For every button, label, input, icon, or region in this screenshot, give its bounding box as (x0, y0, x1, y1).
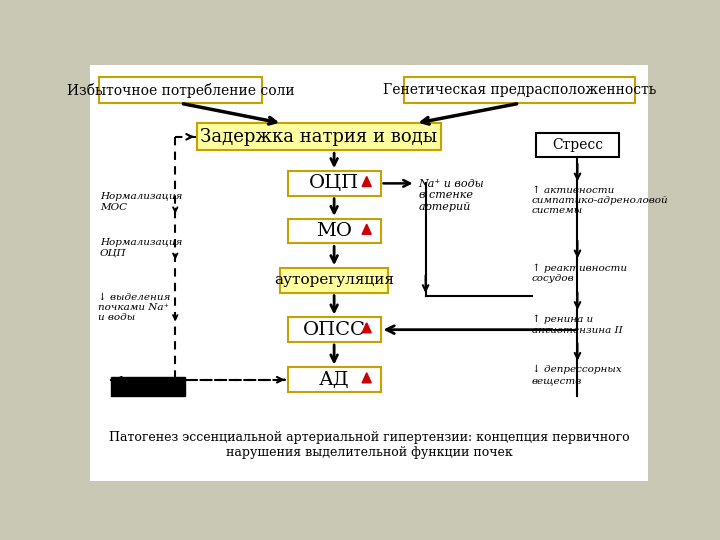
Text: Нормализация
ОЦП: Нормализация ОЦП (100, 238, 182, 258)
Bar (99, 77, 262, 103)
Bar (536, 132, 619, 157)
Text: Стресс: Стресс (552, 138, 603, 152)
Bar (287, 367, 381, 392)
Polygon shape (362, 323, 372, 333)
Bar (197, 123, 441, 150)
Text: Нормализация
МОС: Нормализация МОС (100, 192, 182, 212)
Text: АД: АД (319, 371, 349, 389)
Text: Задержка натрия и воды: Задержка натрия и воды (200, 128, 438, 146)
Bar (280, 268, 388, 293)
Bar (287, 318, 381, 342)
Text: ↓ выделения
почками Na⁺
и воды: ↓ выделения почками Na⁺ и воды (98, 293, 170, 322)
Text: ауторегуляция: ауторегуляция (274, 273, 394, 287)
Text: ↓ депрессорных
веществ: ↓ депрессорных веществ (532, 365, 621, 384)
Text: ↑ реактивности
сосудов: ↑ реактивности сосудов (532, 264, 626, 284)
Text: Генетическая предрасположенность: Генетическая предрасположенность (382, 83, 656, 97)
Polygon shape (362, 224, 372, 234)
Text: ОЦП: ОЦП (309, 174, 359, 192)
Text: МО: МО (316, 222, 352, 240)
Text: Патогенез эссенциальной артериальной гипертензии: концепция первичного
нарушения: Патогенез эссенциальной артериальной гип… (109, 430, 629, 458)
Text: ОПСС: ОПСС (302, 321, 366, 339)
Polygon shape (362, 373, 372, 383)
Text: Na⁺ и воды
в стенке
артерий: Na⁺ и воды в стенке артерий (418, 179, 485, 212)
Bar (111, 377, 184, 396)
Bar (287, 171, 381, 195)
Text: ↑ активности
симпатико-адреноловой
системы: ↑ активности симпатико-адреноловой систе… (532, 186, 668, 215)
Text: ↑ ренина и
ангиотензина II: ↑ ренина и ангиотензина II (532, 315, 623, 335)
Text: Избыточное потребление соли: Избыточное потребление соли (67, 83, 294, 98)
Bar (404, 77, 635, 103)
Polygon shape (362, 177, 372, 186)
Bar (287, 219, 381, 244)
